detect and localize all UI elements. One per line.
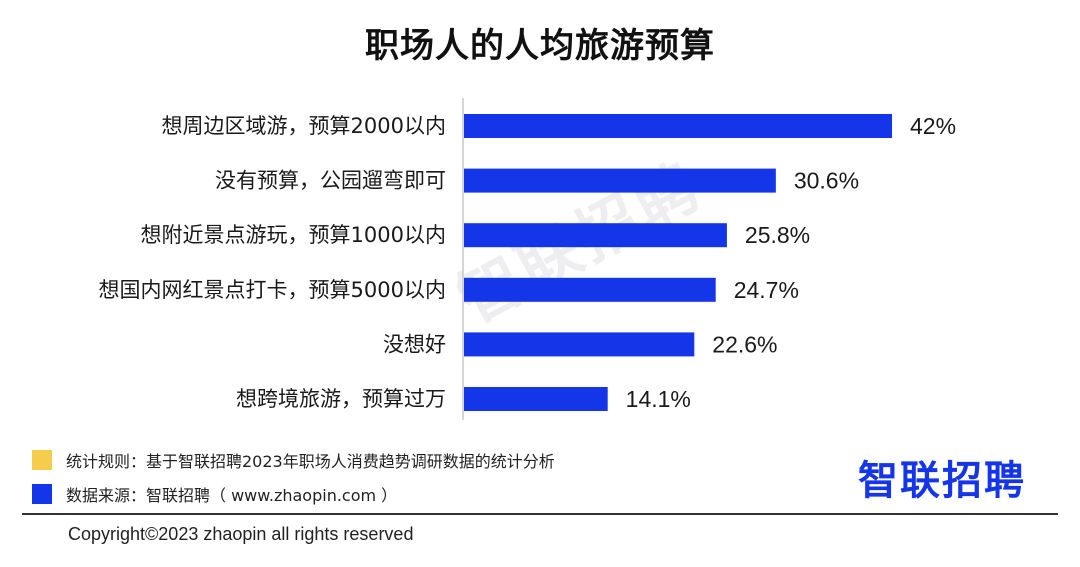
bar	[464, 114, 892, 138]
category-label: 想周边区域游，预算2000以内	[162, 114, 446, 138]
note-row-source: 数据来源：智联招聘（ www.zhaopin.com ）	[32, 477, 652, 511]
value-label: 25.8%	[745, 222, 810, 248]
brand-logo-text: 智联招聘	[858, 458, 1026, 504]
copyright-text: Copyright©2023 zhaopin all rights reserv…	[68, 524, 414, 544]
note-text-source: 数据来源：智联招聘（ www.zhaopin.com ）	[66, 486, 398, 505]
note-text-rule: 统计规则：基于智联招聘2023年职场人消费趋势调研数据的统计分析	[66, 452, 555, 471]
notes-panel: 统计规则：基于智联招聘2023年职场人消费趋势调研数据的统计分析 数据来源：智联…	[32, 443, 652, 511]
note-swatch-blue	[32, 484, 52, 504]
value-label: 22.6%	[712, 331, 777, 357]
note-swatch-yellow	[32, 450, 52, 470]
bar	[464, 332, 695, 357]
category-label: 没想好	[383, 332, 446, 356]
category-label: 想国内网红景点打卡，预算5000以内	[99, 278, 446, 302]
value-label: 42%	[910, 113, 956, 139]
note-row-rule: 统计规则：基于智联招聘2023年职场人消费趋势调研数据的统计分析	[32, 443, 652, 477]
bars-layer: 想周边区域游，预算2000以内 42% 没有预算，公园遛弯即可 30.6% 想附近景点游…	[99, 113, 957, 412]
bar	[464, 387, 608, 411]
value-label: 30.6%	[794, 168, 859, 194]
bar	[464, 277, 716, 302]
category-label: 没有预算，公园遛弯即可	[215, 169, 446, 193]
brand-logo: 智联招聘	[858, 448, 1026, 506]
value-label: 24.7%	[734, 277, 799, 303]
footer-divider	[22, 513, 1058, 515]
category-label: 想跨境旅游，预算过万	[236, 387, 446, 411]
bar	[464, 168, 776, 193]
page-title: 职场人的人均旅游预算	[365, 26, 715, 66]
bar	[464, 223, 727, 248]
category-label: 想附近景点游玩，预算1000以内	[141, 223, 446, 247]
value-label: 14.1%	[626, 386, 691, 412]
